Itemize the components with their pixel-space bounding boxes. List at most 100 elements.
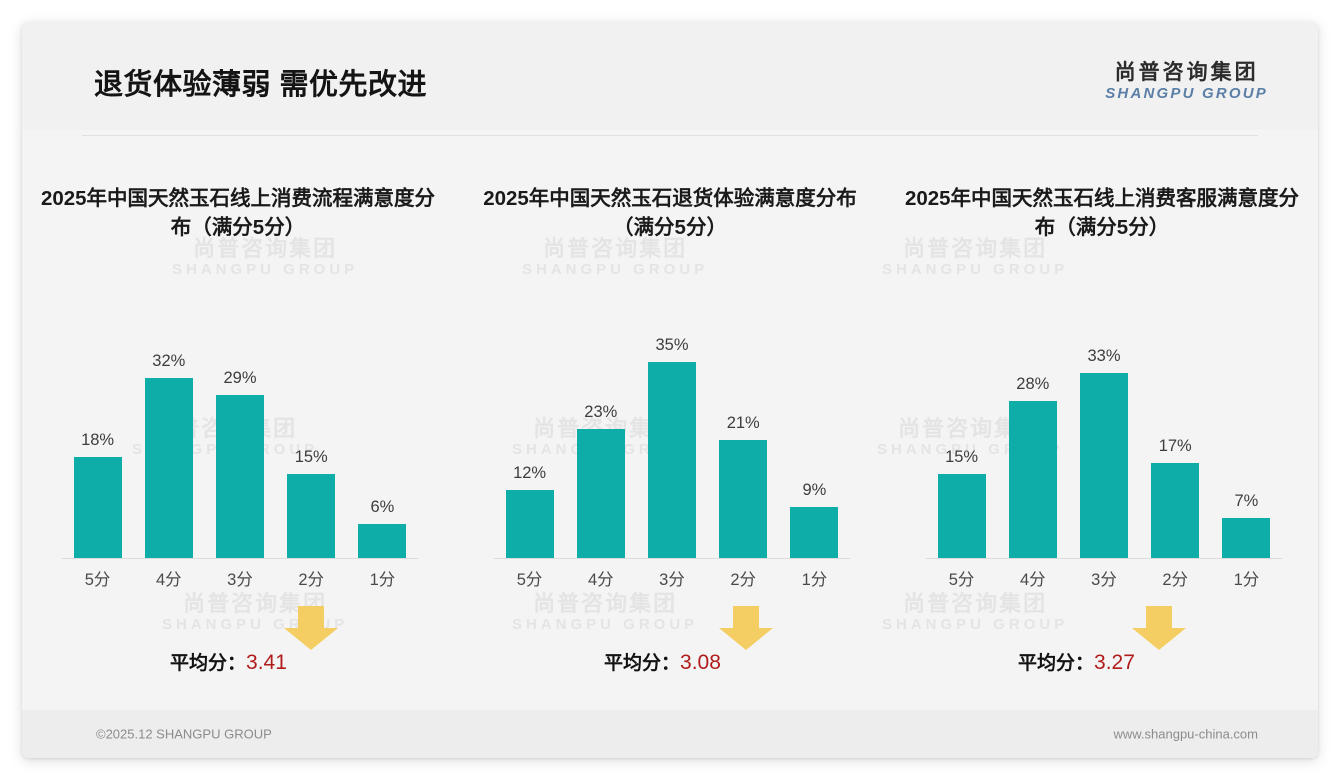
- bar-value-label: 12%: [513, 464, 547, 482]
- average-block: 平均分：3.27: [886, 606, 1318, 686]
- bar-item[interactable]: 29%: [204, 296, 275, 558]
- bar-shape[interactable]: [937, 474, 986, 558]
- x-axis-tick: 2分: [730, 571, 757, 589]
- average-score-label: 平均分：: [170, 653, 247, 674]
- average-score-value: 3.08: [680, 651, 721, 674]
- bar-shape[interactable]: [144, 378, 193, 558]
- bar-value-label: 9%: [802, 481, 827, 499]
- average-score: 平均分：3.41: [170, 648, 287, 675]
- slide-footer: ©2025.12 SHANGPU GROUP www.shangpu-china…: [22, 710, 1318, 758]
- bar-item[interactable]: 28%: [997, 296, 1068, 558]
- x-axis-tick: 4分: [587, 571, 614, 589]
- bar-value-label: 32%: [152, 352, 186, 370]
- x-axis-tick: 3分: [659, 571, 685, 589]
- average-score-label: 平均分：: [604, 653, 681, 674]
- chart-plot-area: 18% 32% 29%: [62, 296, 418, 559]
- x-axis-tick: 2分: [1162, 571, 1189, 589]
- bar-shape[interactable]: [719, 440, 768, 558]
- average-score: 平均分：3.27: [1018, 648, 1135, 675]
- bar-value-label: 7%: [1234, 492, 1259, 510]
- average-score-value: 3.27: [1094, 651, 1135, 674]
- bar-shape[interactable]: [1008, 401, 1057, 558]
- bar-group: 12% 23% 35%: [494, 296, 850, 558]
- bar-item[interactable]: 6%: [347, 296, 418, 558]
- chart-plot-area: 12% 23% 35%: [494, 296, 850, 559]
- slide-canvas: 退货体验薄弱 需优先改进 尚普咨询集团 SHANGPU GROUP 尚普咨询集团…: [22, 22, 1318, 758]
- bar-shape[interactable]: [505, 490, 554, 558]
- chart-panel-return: 2025年中国天然玉石退货体验满意度分布（满分5分） 12% 23%: [454, 136, 886, 696]
- x-axis-tick: 3分: [227, 571, 253, 589]
- bar-item[interactable]: 9%: [779, 296, 850, 558]
- x-axis-tick: 1分: [1233, 571, 1260, 589]
- bar-group: 18% 32% 29%: [62, 296, 418, 558]
- bar-shape[interactable]: [1080, 373, 1128, 558]
- chart-title: 2025年中国天然玉石线上消费客服满意度分布（满分5分）: [904, 187, 1300, 240]
- bar-item[interactable]: 33%: [1068, 296, 1139, 558]
- footer-copyright: ©2025.12 SHANGPU GROUP: [96, 726, 272, 742]
- bar-item[interactable]: 15%: [926, 296, 997, 558]
- chart-title: 2025年中国天然玉石线上消费流程满意度分布（满分5分）: [40, 187, 436, 240]
- chart-plot-area: 15% 28% 33%: [926, 296, 1282, 559]
- bar-value-label: 33%: [1087, 347, 1121, 365]
- x-axis-line: [926, 558, 1282, 559]
- down-arrow-icon: [719, 606, 773, 650]
- x-axis-tick: 5分: [948, 571, 975, 589]
- average-score: 平均分：3.08: [604, 648, 721, 675]
- x-axis-tick: 1分: [801, 571, 828, 589]
- bar-value-label: 21%: [726, 414, 760, 432]
- logo-chinese-text: 尚普咨询集团: [1114, 61, 1259, 84]
- average-block: 平均分：3.08: [454, 606, 886, 686]
- down-arrow-icon: [1132, 606, 1186, 650]
- x-axis-tick: 1分: [369, 571, 396, 589]
- bar-shape[interactable]: [1151, 463, 1200, 558]
- bar-item[interactable]: 32%: [133, 296, 204, 558]
- average-score-label: 平均分：: [1018, 653, 1095, 674]
- bar-value-label: 18%: [81, 431, 115, 449]
- x-axis-tick-row: 5分 4分 3分 2分 1分: [926, 566, 1282, 590]
- bar-item[interactable]: 18%: [62, 296, 133, 558]
- bar-shape[interactable]: [73, 457, 122, 558]
- chart-panel-service: 2025年中国天然玉石线上消费客服满意度分布（满分5分） 15% 28%: [886, 136, 1318, 696]
- bar-value-label: 6%: [370, 498, 395, 516]
- bar-item[interactable]: 7%: [1211, 296, 1282, 558]
- bar-item[interactable]: 12%: [494, 296, 565, 558]
- header-divider: [82, 135, 1258, 136]
- x-axis-tick-row: 5分 4分 3分 2分 1分: [494, 566, 850, 590]
- bar-item[interactable]: 21%: [708, 296, 779, 558]
- page-title: 退货体验薄弱 需优先改进: [94, 69, 428, 101]
- x-axis-tick: 4分: [1019, 571, 1046, 589]
- bar-value-label: 29%: [223, 369, 257, 387]
- bar-value-label: 15%: [945, 448, 979, 466]
- bar-shape[interactable]: [287, 474, 336, 558]
- chart-panel-process: 2025年中国天然玉石线上消费流程满意度分布（满分5分） 18% 32%: [22, 136, 454, 696]
- bar-item[interactable]: 35%: [636, 296, 707, 558]
- x-axis-tick: 3分: [1091, 571, 1117, 589]
- x-axis-tick: 5分: [84, 571, 111, 589]
- slide-body: 尚普咨询集团 SHANGPU GROUP 尚普咨询集团 SHANGPU GROU…: [22, 136, 1318, 696]
- bar-item[interactable]: 17%: [1140, 296, 1211, 558]
- x-axis-tick: 2分: [298, 571, 325, 589]
- chart-title: 2025年中国天然玉石退货体验满意度分布（满分5分）: [483, 187, 857, 240]
- charts-row: 2025年中国天然玉石线上消费流程满意度分布（满分5分） 18% 32%: [22, 136, 1318, 696]
- x-axis-tick-row: 5分 4分 3分 2分 1分: [62, 566, 418, 590]
- bar-shape[interactable]: [216, 395, 264, 558]
- bar-shape[interactable]: [576, 429, 625, 558]
- bar-value-label: 17%: [1158, 437, 1192, 455]
- bar-item[interactable]: 15%: [276, 296, 347, 558]
- bar-value-label: 23%: [584, 403, 618, 421]
- average-block: 平均分：3.41: [22, 606, 454, 686]
- average-score-value: 3.41: [246, 651, 287, 674]
- bar-value-label: 35%: [655, 336, 689, 354]
- bar-shape[interactable]: [358, 524, 407, 558]
- footer-website[interactable]: www.shangpu-china.com: [1113, 726, 1258, 742]
- bar-shape[interactable]: [1222, 518, 1271, 558]
- x-axis-tick: 5分: [516, 571, 543, 589]
- down-arrow-icon: [284, 606, 338, 650]
- bar-shape[interactable]: [790, 507, 839, 558]
- x-axis-tick: 4分: [155, 571, 182, 589]
- bar-group: 15% 28% 33%: [926, 296, 1282, 558]
- bar-item[interactable]: 23%: [565, 296, 636, 558]
- bar-shape[interactable]: [648, 362, 696, 558]
- brand-logo: 尚普咨询集团 SHANGPU GROUP: [1105, 61, 1268, 102]
